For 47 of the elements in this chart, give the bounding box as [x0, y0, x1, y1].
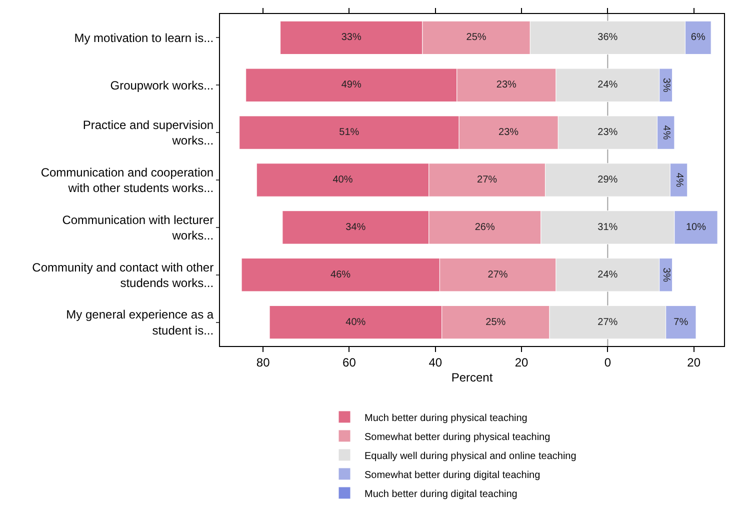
- y-tick-label: Practice and supervision works...: [82, 118, 214, 148]
- data-label: 34%: [346, 222, 366, 233]
- x-tick-label: 40: [428, 355, 442, 370]
- data-label: 29%: [598, 174, 618, 186]
- data-label: 31%: [598, 222, 618, 233]
- x-tick-label: 20: [514, 355, 529, 370]
- legend-label: Equally well during physical and online teaching: [364, 450, 576, 462]
- legend-label: Much better during physical teaching: [364, 412, 528, 424]
- data-label: 25%: [466, 32, 486, 44]
- data-label: 27%: [488, 269, 508, 280]
- data-label: 25%: [486, 316, 506, 328]
- data-label: 27%: [477, 174, 498, 186]
- data-label: 4%: [660, 125, 672, 140]
- legend-label: Somewhat better during physical teaching: [364, 432, 550, 443]
- data-label: 40%: [332, 174, 353, 186]
- data-label: 3%: [660, 78, 672, 92]
- data-label: 10%: [686, 222, 706, 233]
- data-label: 46%: [330, 269, 351, 280]
- data-label: 24%: [598, 80, 618, 91]
- data-label: 49%: [341, 80, 362, 91]
- y-tick-label: Community and contact with other studends works...: [32, 260, 214, 290]
- x-tick-label: 60: [342, 355, 356, 370]
- x-tick-label: 80: [256, 355, 270, 370]
- data-label: 23%: [496, 80, 517, 91]
- y-tick-label: Communication with lecturer works...: [62, 212, 214, 242]
- y-tick-label: My motivation to learn is...: [74, 30, 214, 45]
- x-axis-title: Percent: [451, 370, 494, 384]
- data-label: 51%: [339, 127, 360, 138]
- legend-label: Much better during digital teaching: [364, 488, 518, 500]
- data-label: 33%: [341, 32, 362, 44]
- data-label: 4%: [673, 172, 684, 188]
- y-tick-label: Communication and cooperation with other students works...: [40, 165, 214, 195]
- legend-label: Somewhat better during digital teaching: [364, 470, 540, 481]
- data-label: 23%: [598, 127, 618, 138]
- data-label: 24%: [598, 269, 618, 280]
- data-label: 26%: [474, 222, 495, 233]
- x-tick-label: 20: [687, 355, 701, 370]
- data-label: 23%: [498, 127, 519, 138]
- data-label: 6%: [690, 32, 706, 44]
- data-label: 40%: [346, 316, 366, 328]
- data-label: 27%: [598, 316, 618, 328]
- y-tick-label: Groupwork works...: [110, 78, 214, 92]
- data-label: 36%: [598, 32, 618, 44]
- x-tick-label: 0: [604, 355, 612, 370]
- data-label: 7%: [674, 316, 688, 328]
- data-label: 3%: [660, 268, 672, 282]
- y-tick-label: My general experience as a student is...: [66, 308, 214, 338]
